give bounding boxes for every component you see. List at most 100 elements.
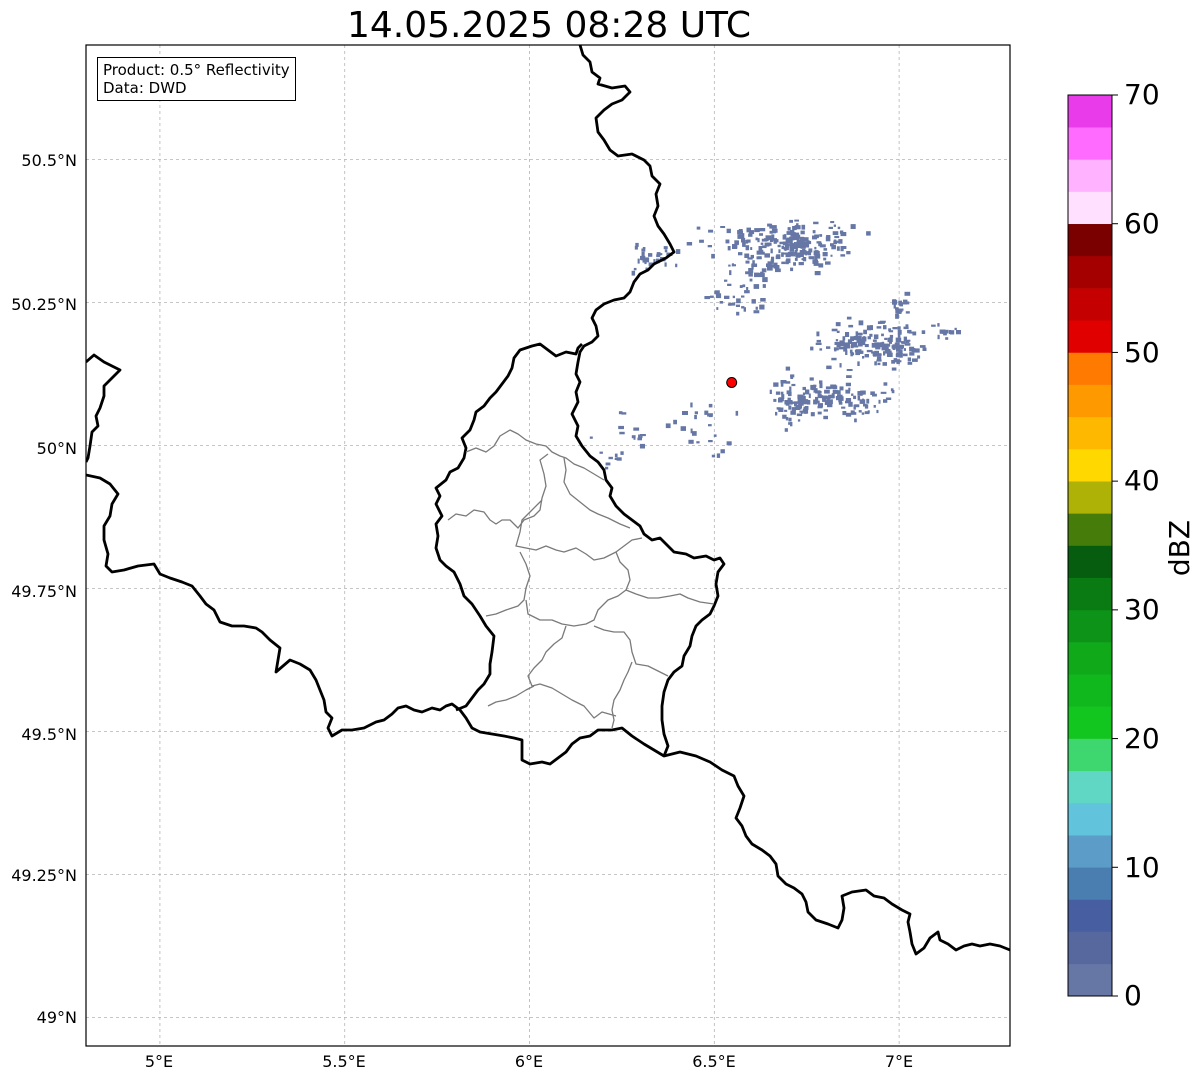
echo-pixel — [786, 237, 789, 241]
echo-pixel — [778, 407, 784, 412]
echo-pixel — [631, 435, 636, 439]
echo-pixel — [762, 277, 768, 283]
echo-pixel — [886, 346, 889, 350]
echo-pixel — [893, 358, 898, 363]
colorbar-segment — [1068, 738, 1112, 772]
echo-pixel — [720, 226, 726, 228]
echo-pixel — [860, 350, 864, 354]
echo-pixel — [802, 399, 809, 405]
echo-pixel — [783, 235, 787, 239]
echo-pixel — [895, 308, 898, 314]
echo-pixel — [802, 408, 808, 412]
echo-pixel — [838, 401, 843, 405]
echo-pixel — [874, 350, 879, 355]
echo-pixel — [846, 375, 852, 378]
echo-pixel — [736, 240, 739, 245]
echo-pixel — [818, 395, 823, 399]
echo-pixel — [764, 253, 770, 258]
echo-pixel — [758, 272, 765, 278]
echo-pixel — [854, 418, 857, 423]
echo-pixel — [817, 411, 822, 415]
echo-pixel — [765, 235, 772, 241]
echo-pixel — [866, 231, 871, 236]
echo-pixel — [793, 244, 797, 250]
echo-pixel — [790, 422, 793, 427]
echo-pixel — [816, 331, 820, 337]
radar-site-marker[interactable] — [726, 376, 738, 388]
echo-pixel — [795, 405, 802, 410]
colorbar-segment — [1068, 706, 1112, 739]
colorbar-segment — [1068, 835, 1112, 868]
echo-pixel — [735, 410, 739, 416]
echo-pixel — [673, 419, 677, 425]
echo-pixel — [907, 362, 913, 365]
echo-pixel — [801, 224, 806, 230]
echo-pixel — [904, 300, 908, 304]
echo-pixel — [750, 254, 754, 259]
echo-pixel — [664, 249, 668, 253]
echo-pixel — [785, 417, 789, 421]
echo-pixel — [798, 401, 804, 406]
echo-pixel — [883, 399, 888, 403]
echo-pixel — [897, 334, 901, 338]
echo-pixel — [828, 226, 833, 229]
echo-pixel — [773, 382, 779, 387]
colorbar-tick-10: 10 — [1124, 851, 1160, 884]
echo-pixel — [824, 400, 829, 405]
echo-pixel — [708, 229, 714, 233]
echo-pixel — [786, 239, 793, 244]
echo-pixel — [823, 248, 828, 251]
radar-echoes — [589, 219, 961, 470]
colorbar-segment — [1068, 481, 1112, 514]
echo-pixel — [794, 257, 798, 261]
echo-pixel — [848, 324, 854, 328]
echo-pixel — [914, 348, 920, 353]
echo-pixel — [759, 228, 766, 232]
echo-pixel — [808, 393, 811, 399]
echo-pixel — [779, 241, 785, 245]
echo-pixel — [704, 296, 711, 300]
echo-pixel — [716, 307, 719, 310]
echo-pixel — [656, 252, 661, 257]
lat-label-49: 49°N — [36, 1008, 77, 1027]
echo-pixel — [690, 428, 693, 434]
echo-pixel — [931, 324, 936, 327]
echo-pixel — [839, 343, 843, 347]
echo-pixel — [736, 311, 740, 316]
france-belgium-border — [86, 473, 665, 766]
lat-label-49-75: 49.75°N — [11, 582, 77, 601]
echo-pixel — [881, 344, 886, 348]
echo-pixel — [845, 400, 849, 404]
echo-pixel — [825, 386, 831, 390]
colorbar-label: dBZ — [1163, 519, 1196, 577]
echo-pixel — [789, 386, 792, 392]
echo-pixel — [883, 351, 886, 356]
echo-pixel — [760, 298, 766, 302]
echo-pixel — [826, 346, 831, 349]
echo-pixel — [874, 342, 879, 346]
echo-pixel — [789, 219, 793, 223]
echo-pixel — [738, 229, 743, 232]
echo-pixel — [714, 290, 720, 295]
country-borders — [86, 45, 1010, 956]
echo-pixel — [876, 356, 882, 360]
echo-pixel — [767, 242, 772, 246]
echo-pixel — [857, 361, 860, 366]
colorbar-segment — [1068, 288, 1112, 321]
echo-pixel — [815, 390, 821, 394]
echo-pixel — [614, 457, 619, 460]
echo-pixel — [873, 405, 876, 408]
echo-pixel — [831, 357, 837, 361]
echo-pixel — [954, 327, 957, 331]
colorbar-segment — [1068, 384, 1112, 418]
echo-pixel — [831, 244, 836, 250]
echo-pixel — [839, 363, 842, 368]
echo-pixel — [801, 411, 804, 414]
lat-label-50: 50°N — [36, 439, 77, 458]
echo-pixel — [665, 423, 671, 429]
echo-pixel — [892, 344, 896, 347]
echo-pixel — [754, 228, 760, 233]
echo-pixel — [864, 411, 870, 415]
colorbar-segment — [1068, 191, 1112, 225]
